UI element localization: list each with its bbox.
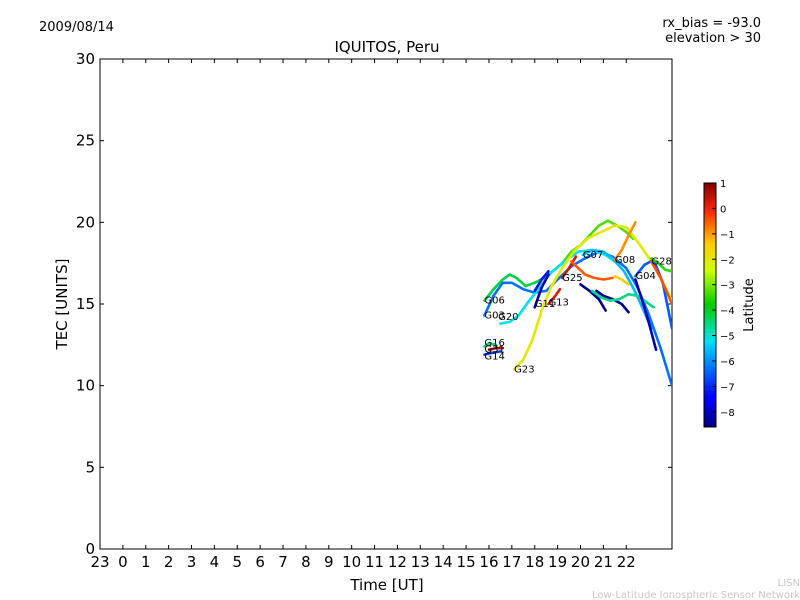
series-line-g06b xyxy=(547,219,635,276)
x-tick-label: 12 xyxy=(388,553,407,571)
series-label-g14: G14 xyxy=(484,351,504,362)
colorbar-tick-label: −4 xyxy=(720,306,735,317)
y-tick-label: 0 xyxy=(85,540,95,558)
colorbar-tick-label: −5 xyxy=(720,332,735,343)
x-tick-label: 4 xyxy=(210,553,220,571)
x-tick-label: 5 xyxy=(233,553,243,571)
x-axis-label: Time [UT] xyxy=(349,576,423,594)
colorbar-tick-label: −7 xyxy=(720,382,735,393)
series-line-g13 xyxy=(547,288,562,306)
series-line-g07b xyxy=(581,248,653,330)
x-tick-label: 6 xyxy=(255,553,265,571)
series-line-g08b xyxy=(613,274,630,286)
series-label-g04: G04 xyxy=(635,271,655,282)
colorbar-tick-label: −1 xyxy=(720,230,735,241)
x-tick-label: 23 xyxy=(90,553,109,571)
series-line-g31 xyxy=(487,346,504,351)
colorbar-tick-label: −6 xyxy=(720,357,735,368)
series-line-g07 xyxy=(570,260,614,281)
y-tick-label: 15 xyxy=(76,295,95,313)
x-tick-label: 20 xyxy=(571,553,590,571)
series-label-g13: G13 xyxy=(548,297,568,308)
colorbar-tick-label: 0 xyxy=(720,204,726,215)
x-tick-label: 18 xyxy=(525,553,544,571)
y-axis: 0 5 10 15 20 25 30 xyxy=(76,50,672,558)
x-tick-label: 0 xyxy=(118,553,128,571)
series-label-g28: G28 xyxy=(651,257,671,268)
series-line-g28 xyxy=(650,260,672,306)
footer-lisn: LISN xyxy=(778,578,800,589)
colorbar-tick-label: −3 xyxy=(720,281,735,292)
series-label-g25: G25 xyxy=(562,273,582,284)
series-line-g16 xyxy=(483,341,498,348)
x-tick-label: 19 xyxy=(548,553,567,571)
x-tick-label: 21 xyxy=(594,553,613,571)
x-tick-label: 2 xyxy=(164,553,174,571)
plot-area xyxy=(99,58,673,550)
series-line-g25 xyxy=(560,255,578,280)
series-line-g11b xyxy=(533,270,550,293)
x-tick-label: 15 xyxy=(457,553,476,571)
colorbar-ticks: 1 0 −1 −2 −3 −4 −5 −6 −7 −8 xyxy=(712,179,735,419)
series-label-g08: G08 xyxy=(615,255,635,266)
series-label-g03: G03 xyxy=(484,310,504,321)
series-label-g06: G06 xyxy=(484,296,504,307)
x-tick-label: 10 xyxy=(342,553,361,571)
series-line-g06 xyxy=(483,273,546,302)
series-line-g08 xyxy=(613,221,637,262)
series-line-g11 xyxy=(533,273,550,309)
x-tick-label: 7 xyxy=(278,553,288,571)
colorbar-tick-label: 1 xyxy=(720,179,726,190)
series-label-g16: G16 xyxy=(484,338,504,349)
y-tick-label: 25 xyxy=(76,132,95,150)
series-label-g20: G20 xyxy=(498,312,518,323)
colorbar-tick-label: −8 xyxy=(720,408,735,419)
x-tick-label: 1 xyxy=(141,553,151,571)
series-line-g23 xyxy=(512,224,672,371)
y-tick-label: 10 xyxy=(76,377,95,395)
colorbar xyxy=(703,182,717,428)
x-tick-label: 17 xyxy=(502,553,521,571)
chart-title: IQUITOS, Peru xyxy=(334,38,439,56)
elevation-label: elevation > 30 xyxy=(665,31,761,46)
colorbar-tick-label: −2 xyxy=(720,255,735,266)
series-line-g04c xyxy=(634,278,658,351)
series-label-g31: G31 xyxy=(484,345,504,356)
rx-bias-label: rx_bias = -93.0 xyxy=(662,16,761,31)
footer-network: Low-Latitude Ionospheric Sensor Network xyxy=(592,590,800,600)
x-axis: 23 0 1 2 3 4 5 6 7 8 9 10 11 12 13 14 15 16 17 18 19 20 21 22 xyxy=(90,59,636,571)
x-tick-label: 13 xyxy=(411,553,430,571)
series-line-g28b xyxy=(650,257,672,273)
x-tick-label: 22 xyxy=(617,553,636,571)
colorbar-label: Latitude xyxy=(742,278,757,332)
x-tick-label: 11 xyxy=(365,553,384,571)
x-tick-label: 8 xyxy=(301,553,311,571)
y-tick-label: 20 xyxy=(76,213,95,231)
x-tick-label: 9 xyxy=(324,553,334,571)
y-tick-label: 5 xyxy=(85,458,95,476)
series-label-g23: G23 xyxy=(514,364,534,375)
series-line-g04b xyxy=(590,289,655,309)
series-line-g14 xyxy=(483,350,502,356)
x-tick-label: 14 xyxy=(434,553,453,571)
y-tick-label: 30 xyxy=(76,50,95,68)
series-line-g07d xyxy=(579,283,607,312)
y-axis-label: TEC [UNITS] xyxy=(53,259,71,351)
series-label-g11: G11 xyxy=(535,299,555,310)
date-label: 2009/08/14 xyxy=(39,20,114,35)
series-group xyxy=(483,219,672,387)
x-tick-label: 3 xyxy=(187,553,197,571)
x-tick-label: 16 xyxy=(479,553,498,571)
series-label-g07: G07 xyxy=(583,250,603,261)
